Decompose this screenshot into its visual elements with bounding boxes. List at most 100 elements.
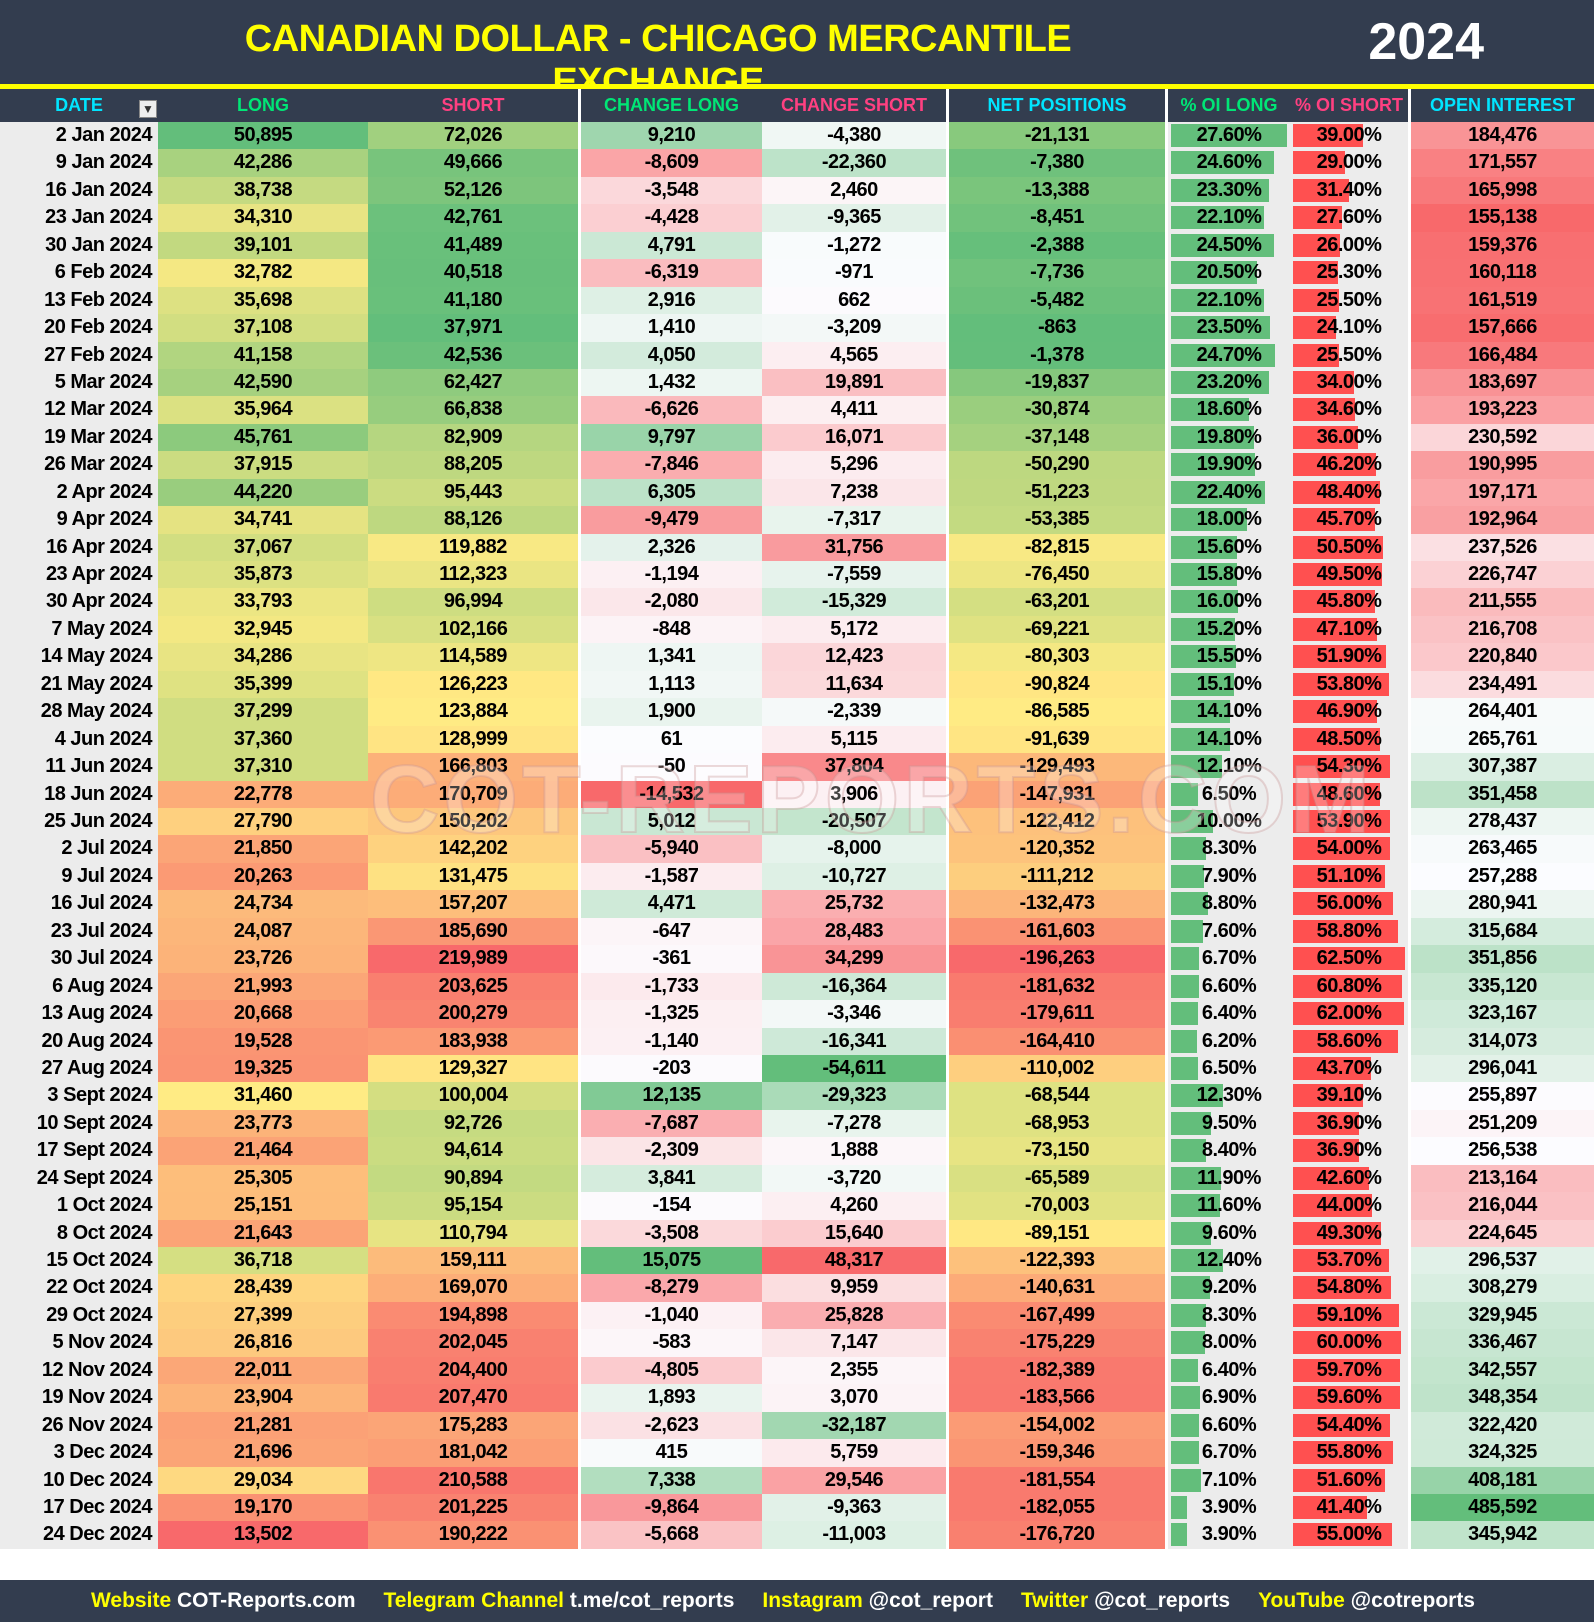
date-cell: 30 Jul 2024 <box>0 945 158 973</box>
cell-value: 7.10% <box>1201 1468 1257 1491</box>
column-header-oi-long[interactable]: % OI LONG <box>1180 95 1278 115</box>
short-cell: 119,882 <box>368 533 578 562</box>
oi-short-data-bar <box>1293 151 1345 175</box>
oi-long-cell: 7.90% <box>1168 862 1290 891</box>
change-short-cell: -54,611 <box>762 1054 946 1083</box>
footer-link[interactable]: t.me/cot_reports <box>569 1589 735 1612</box>
date-cell: 9 Apr 2024 <box>0 506 158 534</box>
oi-long-data-bar <box>1171 288 1264 312</box>
oi-long-data-bar <box>1171 1386 1200 1410</box>
cell-value: 39.10% <box>1316 1084 1382 1107</box>
table-row: 9 Jul 2024 20,263 131,475 -1,587 -10,727 -111… <box>0 862 1594 891</box>
long-cell: 25,305 <box>158 1164 368 1193</box>
cell-value: 18.60% <box>1196 398 1262 421</box>
open-interest-cell: 171,557 <box>1411 149 1594 177</box>
change-short-cell: -16,364 <box>762 972 946 1001</box>
open-interest-cell: 296,537 <box>1411 1247 1594 1275</box>
oi-long-data-bar <box>1171 1029 1198 1053</box>
oi-long-cell: 18.00% <box>1168 506 1290 534</box>
oi-long-cell: 23.30% <box>1168 176 1290 205</box>
cell-value: 18.00% <box>1196 508 1262 531</box>
oi-long-cell: 15.10% <box>1168 670 1290 699</box>
oi-long-cell: 24.50% <box>1168 231 1290 260</box>
column-header-net-positions[interactable]: NET POSITIONS <box>987 95 1127 115</box>
oi-short-cell: 54.40% <box>1290 1411 1408 1440</box>
open-interest-cell: 166,484 <box>1411 341 1594 369</box>
long-cell: 21,464 <box>158 1137 368 1165</box>
short-cell: 183,938 <box>368 1027 578 1055</box>
column-header-change-short[interactable]: CHANGE SHORT <box>780 95 927 115</box>
oi-short-data-bar <box>1293 1358 1400 1382</box>
cell-value: 6.20% <box>1201 1029 1257 1052</box>
oi-long-cell: 6.70% <box>1168 945 1290 973</box>
oi-long-cell: 8.80% <box>1168 890 1290 918</box>
oi-short-cell: 51.90% <box>1290 643 1408 671</box>
date-cell: 26 Nov 2024 <box>0 1411 158 1440</box>
open-interest-cell: 237,526 <box>1411 533 1594 562</box>
change-short-cell: 4,565 <box>762 341 946 369</box>
cell-value: 15.10% <box>1196 672 1262 695</box>
column-header-change-long[interactable]: CHANGE LONG <box>604 95 739 115</box>
date-cell: 16 Jul 2024 <box>0 890 158 918</box>
oi-short-cell: 45.70% <box>1290 506 1408 534</box>
long-cell: 22,011 <box>158 1356 368 1385</box>
filter-icon[interactable]: ▼ <box>139 100 157 118</box>
table-row: 16 Jul 2024 24,734 157,207 4,471 25,732 -132,… <box>0 890 1594 918</box>
long-cell: 35,964 <box>158 396 368 424</box>
oi-long-cell: 6.60% <box>1168 1411 1290 1440</box>
oi-long-cell: 6.40% <box>1168 1356 1290 1385</box>
open-interest-cell: 322,420 <box>1411 1411 1594 1440</box>
long-cell: 29,034 <box>158 1466 368 1494</box>
net-positions-cell: -53,385 <box>949 506 1165 534</box>
column-header-short[interactable]: SHORT <box>441 95 505 115</box>
column-header-oi-short[interactable]: % OI SHORT <box>1294 95 1403 115</box>
oi-long-data-bar <box>1171 919 1203 943</box>
open-interest-cell: 256,538 <box>1411 1137 1594 1165</box>
open-interest-cell: 308,279 <box>1411 1274 1594 1302</box>
change-long-cell: -8,279 <box>581 1274 762 1302</box>
footer-link[interactable]: @cotreports <box>1350 1589 1475 1612</box>
change-short-cell: -3,346 <box>762 1000 946 1028</box>
table-row: 23 Jul 2024 24,087 185,690 -647 28,483 -161,6… <box>0 917 1594 946</box>
short-cell: 126,223 <box>368 670 578 699</box>
short-cell: 202,045 <box>368 1329 578 1357</box>
table-row: 5 Mar 2024 42,590 62,427 1,432 19,891 -19,837… <box>0 368 1594 397</box>
oi-long-data-bar <box>1171 1468 1201 1492</box>
oi-short-data-bar <box>1293 864 1385 888</box>
change-long-cell: 4,050 <box>581 341 762 369</box>
column-header-date[interactable]: DATE <box>55 95 103 115</box>
table-row: 15 Oct 2024 36,718 159,111 15,075 48,317 -122… <box>0 1247 1594 1275</box>
short-cell: 204,400 <box>368 1356 578 1385</box>
cell-value: 44.00% <box>1316 1194 1382 1217</box>
column-header-open-interest[interactable]: OPEN INTEREST <box>1429 95 1576 115</box>
oi-long-data-bar <box>1171 892 1208 916</box>
short-cell: 128,999 <box>368 725 578 754</box>
footer-label: Twitter <box>1020 1589 1089 1612</box>
net-positions-cell: -91,639 <box>949 725 1165 754</box>
date-cell: 30 Apr 2024 <box>0 588 158 616</box>
date-cell: 8 Oct 2024 <box>0 1219 158 1248</box>
cell-value: 7.60% <box>1201 919 1257 942</box>
footer-link[interactable]: @cot_report <box>868 1589 993 1612</box>
net-positions-cell: -183,566 <box>949 1384 1165 1412</box>
oi-short-data-bar <box>1293 288 1339 312</box>
oi-long-cell: 8.00% <box>1168 1329 1290 1357</box>
column-header-long[interactable]: LONG <box>237 95 289 115</box>
cell-value: 8.40% <box>1201 1139 1257 1162</box>
short-cell: 95,154 <box>368 1192 578 1220</box>
oi-long-cell: 15.20% <box>1168 615 1290 644</box>
oi-short-cell: 59.70% <box>1290 1356 1408 1385</box>
oi-long-data-bar <box>1171 1194 1220 1218</box>
open-interest-cell: 211,555 <box>1411 588 1594 616</box>
footer-link[interactable]: @cot_reports <box>1094 1589 1231 1612</box>
net-positions-cell: -19,837 <box>949 368 1165 397</box>
change-short-cell: -3,720 <box>762 1164 946 1193</box>
page-title: CANADIAN DOLLAR - CHICAGO MERCANTILE EXC… <box>244 18 1072 103</box>
short-cell: 200,279 <box>368 1000 578 1028</box>
open-interest-cell: 155,138 <box>1411 204 1594 232</box>
oi-short-data-bar <box>1293 398 1355 422</box>
oi-short-cell: 36.90% <box>1290 1109 1408 1138</box>
change-long-cell: 12,135 <box>581 1082 762 1110</box>
footer-link[interactable]: COT-Reports.com <box>176 1589 356 1612</box>
long-cell: 25,151 <box>158 1192 368 1220</box>
